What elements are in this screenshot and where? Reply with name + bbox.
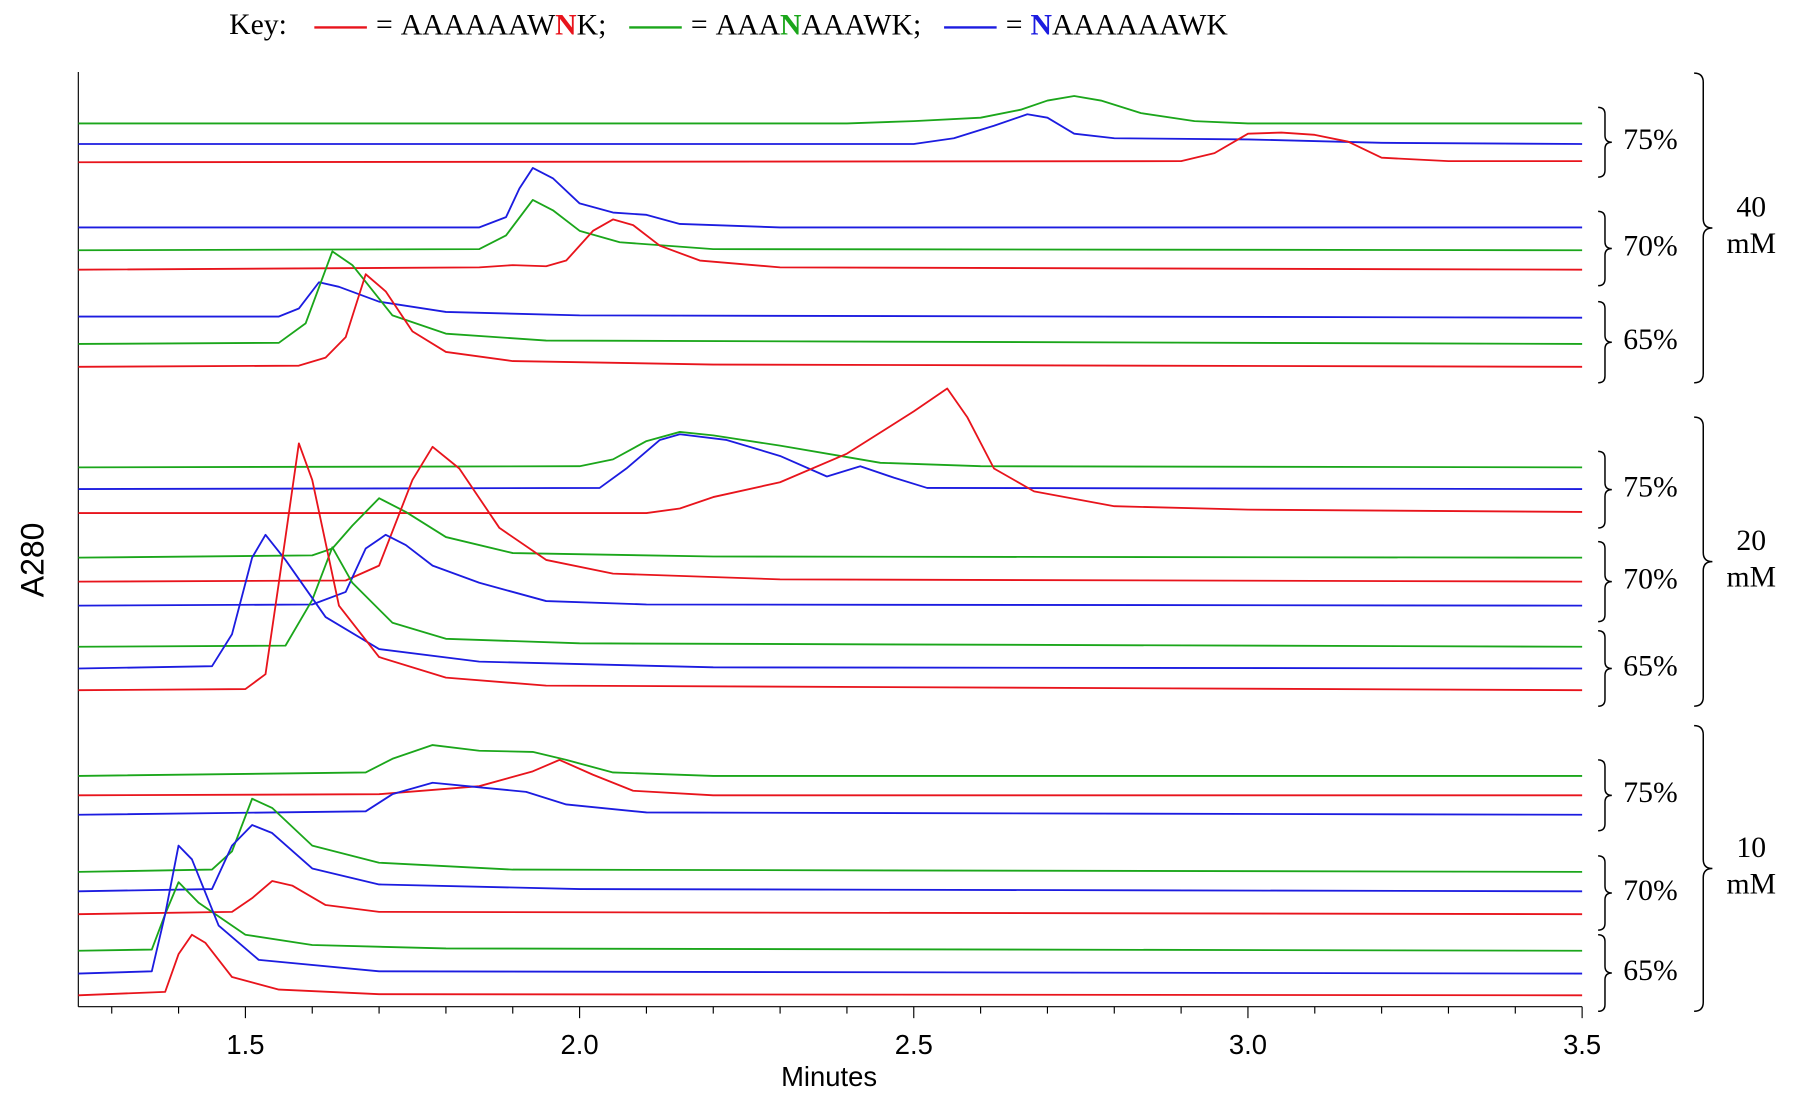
subgroup-brace <box>1598 210 1612 287</box>
subgroup-label: 70% <box>1623 563 1677 595</box>
subgroup-label: 65% <box>1623 650 1677 682</box>
legend-label-part: AAAAAAWK <box>1052 9 1228 41</box>
trace <box>78 497 1583 559</box>
subgroup-brace <box>1598 540 1612 623</box>
legend-label-part: AAAAAAW <box>401 9 555 41</box>
group-label: 40 <box>1736 191 1766 223</box>
subgroup-brace <box>1598 933 1612 1013</box>
legend-equals: = <box>376 9 393 41</box>
legend-equals: = <box>1006 9 1023 41</box>
legend-separator: ; <box>598 9 606 41</box>
legend-label: AAANAAAWK <box>716 9 914 41</box>
x-axis-label: Minutes <box>781 1061 877 1092</box>
legend-equals: = <box>691 9 708 41</box>
trace <box>78 824 1583 893</box>
trace <box>78 199 1583 252</box>
trace <box>78 880 1583 916</box>
legend-label-part: N <box>555 9 577 41</box>
trace <box>78 744 1583 777</box>
trace <box>78 387 1583 514</box>
trace <box>78 273 1583 368</box>
legend-label-part: N <box>780 9 802 41</box>
x-tick-label: 2.0 <box>561 1029 599 1060</box>
legend-separator: ; <box>913 9 921 41</box>
trace <box>78 445 1583 583</box>
subgroup-label: 65% <box>1623 955 1677 987</box>
group-label: 10 <box>1736 832 1766 864</box>
legend-label: NAAAAAAWK <box>1031 9 1229 41</box>
subgroup-label: 65% <box>1623 324 1677 356</box>
subgroup-label: 75% <box>1623 777 1677 809</box>
group-brace <box>1694 724 1713 1013</box>
subgroup-brace <box>1598 450 1612 529</box>
trace <box>78 433 1583 490</box>
trace <box>78 781 1583 816</box>
subgroup-label: 70% <box>1623 875 1677 907</box>
trace <box>78 431 1583 469</box>
group-label: 20 <box>1736 525 1766 557</box>
trace <box>78 218 1583 271</box>
subgroup-brace <box>1598 759 1612 832</box>
subgroup-brace <box>1598 855 1612 931</box>
trace <box>78 131 1583 164</box>
x-tick-label: 3.0 <box>1229 1029 1267 1060</box>
legend-label-part: AAA <box>716 9 781 41</box>
trace <box>78 533 1583 670</box>
group-label: mM <box>1726 869 1776 901</box>
trace <box>78 95 1583 125</box>
subgroup-brace <box>1598 630 1612 707</box>
trace <box>78 167 1583 229</box>
legend-title: Key: <box>229 9 287 41</box>
legend-label-part: K <box>577 9 599 41</box>
x-tick-label: 3.5 <box>1563 1029 1601 1060</box>
subgroup-label: 75% <box>1623 471 1677 503</box>
trace <box>78 758 1583 797</box>
group-brace <box>1694 416 1713 707</box>
x-tick-label: 1.5 <box>226 1029 264 1060</box>
subgroup-brace <box>1598 300 1612 384</box>
trace <box>78 442 1583 692</box>
legend-label-part: AAAWK <box>801 9 913 41</box>
y-axis-label: A280 <box>14 523 50 598</box>
subgroup-label: 70% <box>1623 230 1677 262</box>
group-label: mM <box>1726 562 1776 594</box>
trace <box>78 881 1583 952</box>
trace <box>78 933 1583 997</box>
subgroup-brace <box>1598 106 1612 178</box>
trace <box>78 113 1583 145</box>
trace <box>78 281 1583 319</box>
trace <box>78 844 1583 975</box>
subgroup-label: 75% <box>1623 124 1677 156</box>
trace <box>78 250 1583 345</box>
trace <box>78 533 1583 607</box>
trace <box>78 546 1583 648</box>
legend-label: AAAAAAWNK <box>401 9 599 41</box>
x-tick-label: 2.5 <box>895 1029 933 1060</box>
legend-label-part: N <box>1031 9 1053 41</box>
group-brace <box>1694 72 1713 384</box>
trace <box>78 797 1583 873</box>
group-label: mM <box>1726 228 1776 260</box>
